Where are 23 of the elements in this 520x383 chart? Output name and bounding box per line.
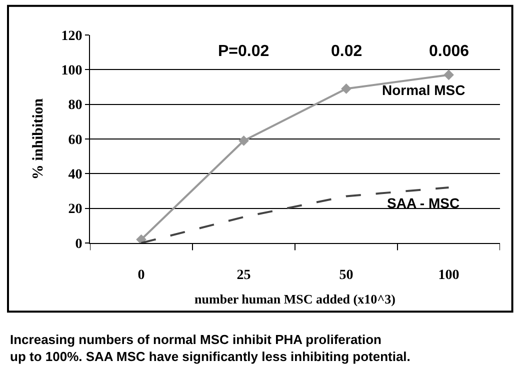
y-axis-title: % inhibition: [30, 98, 46, 180]
y-tick-label: 0: [75, 236, 82, 252]
series-label: Normal MSC: [382, 82, 466, 98]
series-label: SAA - MSC: [387, 195, 460, 211]
y-tick-label: 100: [61, 64, 82, 79]
y-tick-label: 20: [68, 202, 82, 218]
x-tick-label: 0: [138, 268, 145, 283]
y-tick-label: 40: [68, 168, 82, 183]
x-tick-label: 100: [438, 268, 460, 283]
point: [444, 70, 454, 80]
point: [238, 136, 249, 146]
y-tick-label: 60: [68, 132, 82, 148]
y-tick-label: 120: [61, 28, 82, 44]
annotation: 0.006: [429, 43, 470, 60]
point: [341, 84, 352, 94]
x-tick-label: 50: [339, 268, 354, 283]
y-tick-label: 80: [68, 98, 82, 114]
x-tick-label: 25: [236, 268, 251, 283]
point: [136, 234, 146, 243]
text: Increasing numbers of normal MSC inhibit PHA proliferation up to 100%. SAA MSC have significantly less inhibiting potential.: [10, 332, 410, 364]
annotation: P=0.02: [218, 43, 270, 60]
x-axis-title: number human MSC added (x10^3): [194, 291, 396, 306]
annotation: 0.02: [331, 43, 362, 60]
